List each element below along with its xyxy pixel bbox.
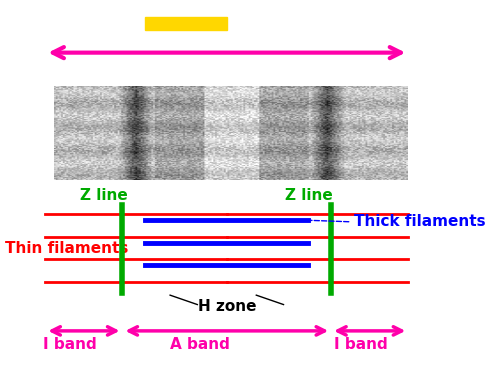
Text: Z line: Z line: [284, 188, 333, 203]
Text: A band: A band: [170, 337, 230, 352]
Text: I band: I band: [334, 337, 388, 352]
Text: I band: I band: [44, 337, 97, 352]
Text: H zone: H zone: [198, 299, 256, 314]
Text: Thick filaments: Thick filaments: [354, 214, 486, 229]
Bar: [145, 17, 227, 30]
Text: Z line: Z line: [80, 188, 128, 203]
Text: Thin filaments: Thin filaments: [4, 241, 128, 256]
